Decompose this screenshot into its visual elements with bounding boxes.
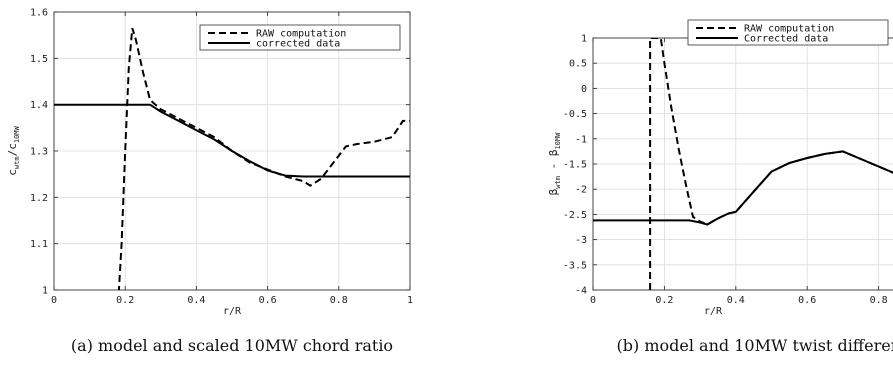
legend-box — [199, 24, 401, 51]
y-tick-label: -3 — [575, 235, 587, 246]
y-tick-label: 1 — [581, 34, 587, 45]
y-axis-label-part: wtm — [13, 156, 21, 169]
x-tick-label: 0.2 — [116, 295, 134, 306]
legend-label: RAW computation — [256, 29, 346, 40]
series-corrected-line — [593, 150, 893, 226]
legend-label: RAW computation — [744, 24, 834, 35]
x-tick-label: 0.8 — [870, 295, 888, 306]
y-axis-label: βwtm - β10MW — [547, 132, 562, 195]
y-axis-label-part: β — [547, 188, 560, 195]
y-axis-label-part: c — [6, 169, 19, 176]
y-tick-label: -3.5 — [563, 260, 587, 271]
panel-twist-difference: 0 0.2 0.4 0.6 0.8 1 -4 -3.5 -3 -2.5 -2 -1.5 -1 -0.5 0 0… — [547, 19, 893, 355]
series-raw-line — [117, 27, 410, 290]
figure-caption: (b) model and 10MW twist difference — [617, 336, 893, 355]
series-corrected-line — [54, 103, 410, 178]
y-axis-label: cwtm/c10MW — [6, 126, 21, 176]
y-tick-label: 1.6 — [30, 8, 48, 19]
y-axis-label-part: - β — [547, 149, 560, 176]
y-tick-label: 0.5 — [569, 59, 587, 70]
panel-chord-ratio: 0 0.2 0.4 0.6 0.8 1 1 1.1 1.2 1.3 1.4 1.5 1.6 r/R cwtm… — [6, 8, 413, 356]
x-tick-label: 0.2 — [655, 295, 673, 306]
y-axis-label-part: 10MW — [554, 132, 562, 150]
series-group — [593, 38, 893, 290]
x-axis-label: r/R — [704, 306, 723, 317]
x-axis-label: r/R — [223, 306, 242, 317]
y-tick-label: 1.1 — [30, 239, 48, 250]
y-tick-label: 1.5 — [30, 54, 48, 65]
y-tick-label: -1.5 — [563, 160, 587, 171]
x-tick-label: 0.8 — [330, 295, 348, 306]
x-tick-label: 0.4 — [187, 295, 205, 306]
y-tick-label: 1.3 — [30, 147, 48, 158]
x-tick-label: 0 — [51, 295, 57, 306]
x-tick-label: 1 — [407, 295, 413, 306]
y-tick-label: -1 — [575, 134, 587, 145]
y-tick-label: -2 — [575, 185, 587, 196]
x-tick-label: 0.6 — [798, 295, 816, 306]
y-tick-label: 1.4 — [30, 100, 48, 111]
legend-box — [687, 19, 889, 46]
y-tick-label: -0.5 — [563, 109, 587, 120]
x-tick-label: 0 — [590, 295, 596, 306]
y-axis-label-part: wtm — [554, 176, 562, 189]
y-tick-label: -4 — [575, 286, 587, 297]
y-axis-label-part: 10MW — [13, 126, 21, 144]
y-tick-label: 1 — [42, 286, 48, 297]
y-tick-label: 1.2 — [30, 193, 48, 204]
legend-label: Corrected data — [744, 34, 828, 45]
y-tick-label: -2.5 — [563, 210, 587, 221]
figure-caption: (a) model and scaled 10MW chord ratio — [71, 336, 393, 355]
series-group — [54, 27, 410, 290]
y-axis-label-part: /c — [6, 143, 19, 156]
legend-label: corrected data — [256, 39, 340, 50]
y-tick-label: 0 — [581, 84, 587, 95]
x-tick-label: 0.4 — [727, 295, 745, 306]
x-tick-label: 0.6 — [259, 295, 277, 306]
